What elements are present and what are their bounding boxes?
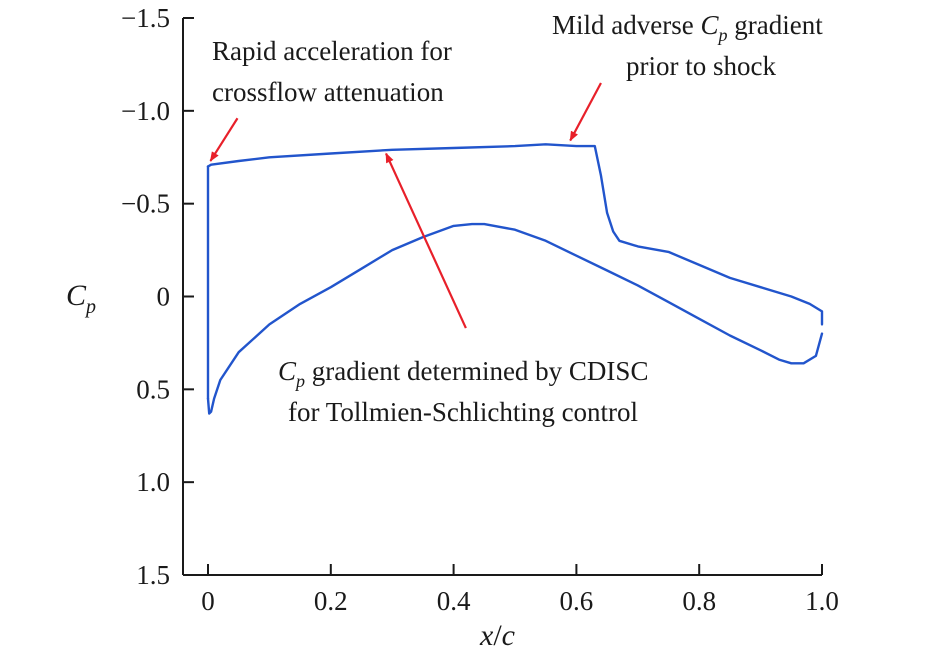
ticks: −1.5 −1.0 −0.5 0 0.5 1.0 1.5 0 0.2 0.4 0.6 0.8 1.0 [121, 3, 839, 616]
annotation-shock-p: p [716, 25, 727, 45]
annotation-cdisc-line2: for Tollmien-Schlichting control [288, 397, 638, 427]
annotation-shock-prefix: Mild adverse [552, 10, 700, 40]
x-tick-label: 0.8 [682, 586, 716, 616]
x-tick-label: 0.2 [314, 586, 348, 616]
x-axis-title-c: c [502, 619, 515, 652]
y-tick-label: −0.5 [121, 189, 170, 219]
data-series [206, 143, 824, 415]
y-tick-label: 0.5 [136, 374, 170, 404]
annotation-shock-c: C [700, 10, 719, 40]
y-tick-label: −1.0 [121, 96, 170, 126]
annotation-crossflow-line2: crossflow attenuation [212, 77, 444, 107]
y-axis-title: Cp [66, 279, 96, 318]
x-axis-title: x/c [479, 619, 515, 652]
annotation-arrow-cdisc [385, 152, 467, 329]
annotation-cdisc-suffix: gradient determined by CDISC [305, 356, 648, 386]
series-line-0 [206, 143, 824, 326]
x-tick-label: 1.0 [805, 586, 839, 616]
x-axis-title-slash: / [493, 619, 502, 652]
y-tick-label: 1.0 [136, 467, 170, 497]
x-tick-label: 0 [201, 586, 215, 616]
annotation-arrow-shock [569, 82, 602, 142]
annotation-cdisc-c: C [278, 356, 297, 386]
y-axis-title-main: C [66, 279, 87, 312]
series-line-1 [206, 222, 824, 415]
annotation-cdisc-line1: Cp gradient determined by CDISC [278, 356, 648, 391]
annotation-arrows [209, 82, 602, 329]
annotation-shock-suffix: gradient [727, 10, 823, 40]
annotation-crossflow-line1: Rapid acceleration for [212, 36, 452, 66]
annotation-shock-line1: Mild adverse Cp gradient [552, 10, 823, 45]
y-tick-label: 1.5 [136, 560, 170, 590]
y-tick-label: −1.5 [121, 3, 170, 33]
x-tick-label: 0.6 [560, 586, 594, 616]
x-axis-title-x: x [479, 619, 494, 652]
y-axis-title-sub: p [84, 296, 96, 318]
annotation-shock-line2: prior to shock [626, 51, 776, 81]
annotation-arrow-crossflow [209, 117, 239, 162]
y-tick-label: 0 [157, 282, 171, 312]
x-tick-label: 0.4 [437, 586, 471, 616]
annotation-cdisc-p: p [294, 371, 305, 391]
